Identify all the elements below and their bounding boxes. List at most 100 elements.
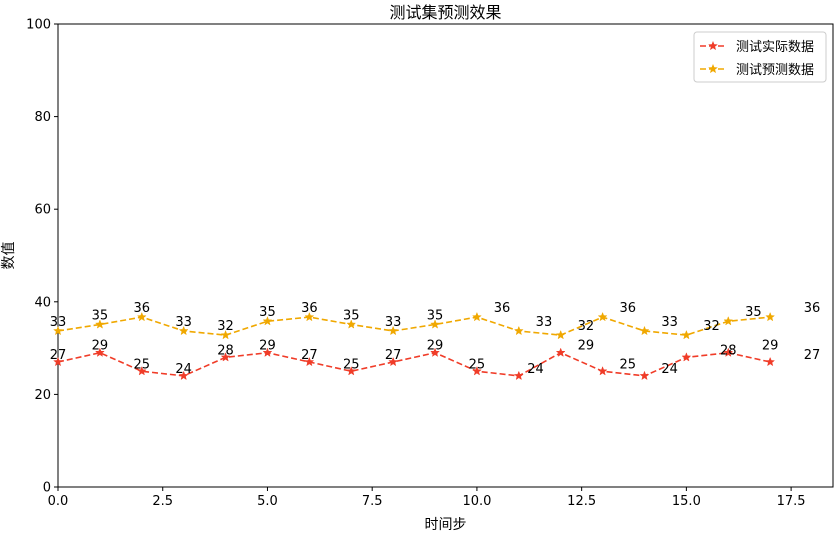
y-tick-label: 100 <box>26 18 51 33</box>
data-point <box>471 366 482 376</box>
data-point <box>178 370 189 381</box>
legend-marker <box>708 40 718 51</box>
data-point <box>723 347 734 357</box>
data-point <box>304 356 315 367</box>
y-axis: 0 20 40 60 80 100 <box>26 18 58 496</box>
legend-marker <box>708 63 718 74</box>
data-label: 35 <box>343 308 360 323</box>
y-tick-label: 20 <box>34 388 51 403</box>
data-label: 32 <box>217 319 234 334</box>
data-labels: 27 29 25 24 28 29 27 25 27 29 25 24 29 25 24 28 29 27 33 35… <box>50 301 821 377</box>
data-point <box>430 319 440 329</box>
data-label: 33 <box>661 315 678 330</box>
plot-frame <box>57 23 834 488</box>
data-label: 29 <box>578 339 595 354</box>
legend-label: 测试预测数据 <box>736 63 814 78</box>
series-line <box>57 351 771 377</box>
data-label: 36 <box>301 301 318 316</box>
x-tick-label: 0.0 <box>48 494 69 509</box>
chart-title: 测试集预测效果 <box>389 3 501 22</box>
data-point <box>346 319 357 329</box>
legend-box <box>693 31 827 83</box>
x-tick-label: 5.0 <box>257 494 278 509</box>
data-label: 33 <box>50 315 67 330</box>
x-tick-label: 15.0 <box>672 494 701 509</box>
legend-item: 测试预测数据 <box>700 63 814 78</box>
x-tick-label: 17.5 <box>777 494 806 509</box>
data-point <box>597 366 608 376</box>
legend-item: 测试实际数据 <box>700 40 814 55</box>
y-tick-label: 0 <box>43 481 51 496</box>
data-label: 24 <box>175 362 192 377</box>
data-label: 35 <box>427 308 444 323</box>
y-tick-label: 80 <box>34 110 51 125</box>
data-point <box>136 311 147 322</box>
x-tick-label: 2.5 <box>152 494 173 509</box>
data-label: 24 <box>527 362 544 377</box>
data-point <box>178 325 189 336</box>
data-point <box>388 325 399 336</box>
data-point <box>53 325 63 336</box>
x-axis-title: 时间步 <box>425 517 467 533</box>
data-point <box>388 356 399 367</box>
data-label: 35 <box>745 305 762 320</box>
data-label: 36 <box>804 301 821 316</box>
data-label: 27 <box>385 348 402 363</box>
y-tick-label: 40 <box>34 295 51 310</box>
data-label: 27 <box>804 348 821 363</box>
data-label: 29 <box>259 339 276 354</box>
data-point <box>471 311 482 322</box>
data-point <box>262 347 273 357</box>
data-point <box>681 329 692 340</box>
data-point <box>136 366 147 376</box>
data-point <box>94 347 105 357</box>
series-line <box>57 316 771 336</box>
data-label: 29 <box>92 339 109 354</box>
x-tick-label: 7.5 <box>362 494 383 509</box>
data-point <box>304 311 315 322</box>
data-label: 28 <box>217 343 234 358</box>
data-label: 33 <box>175 315 192 330</box>
data-point <box>53 356 63 367</box>
data-label: 32 <box>578 319 595 334</box>
data-point <box>555 347 566 357</box>
y-tick-label: 60 <box>34 203 51 218</box>
data-point <box>765 356 776 367</box>
data-point <box>346 366 357 376</box>
y-axis-title: 数值 <box>1 242 17 270</box>
data-point <box>555 329 566 340</box>
x-axis: 0.0 2.5 5.0 7.5 10.0 12.5 15.0 17.5 <box>48 487 806 509</box>
data-point <box>513 325 524 336</box>
data-point <box>262 316 273 326</box>
series-predicted <box>53 311 776 340</box>
data-point <box>681 352 692 362</box>
data-label: 29 <box>762 339 779 354</box>
data-label: 27 <box>301 348 318 363</box>
data-point <box>639 325 650 336</box>
data-label: 28 <box>720 343 737 358</box>
data-point <box>220 329 231 340</box>
data-point <box>723 316 734 326</box>
data-point <box>639 370 650 381</box>
legend-label: 测试实际数据 <box>736 40 814 55</box>
data-point <box>430 347 440 357</box>
data-label: 32 <box>703 319 720 334</box>
data-label: 35 <box>92 308 109 323</box>
data-point <box>94 319 105 329</box>
data-label: 25 <box>619 357 636 372</box>
data-point <box>597 311 608 322</box>
data-label: 25 <box>134 357 151 372</box>
x-tick-label: 10.0 <box>462 494 491 509</box>
data-label: 25 <box>343 357 360 372</box>
data-label: 36 <box>619 301 636 316</box>
data-point <box>513 370 524 381</box>
data-label: 33 <box>536 315 553 330</box>
data-label: 27 <box>50 348 67 363</box>
plot-area: 27 29 25 24 28 29 27 25 27 29 25 24 29 25 24 28 29 27 33 35… <box>50 23 834 488</box>
data-label: 35 <box>259 305 276 320</box>
data-label: 25 <box>469 357 486 372</box>
x-tick-label: 12.5 <box>567 494 596 509</box>
data-label: 36 <box>134 301 151 316</box>
